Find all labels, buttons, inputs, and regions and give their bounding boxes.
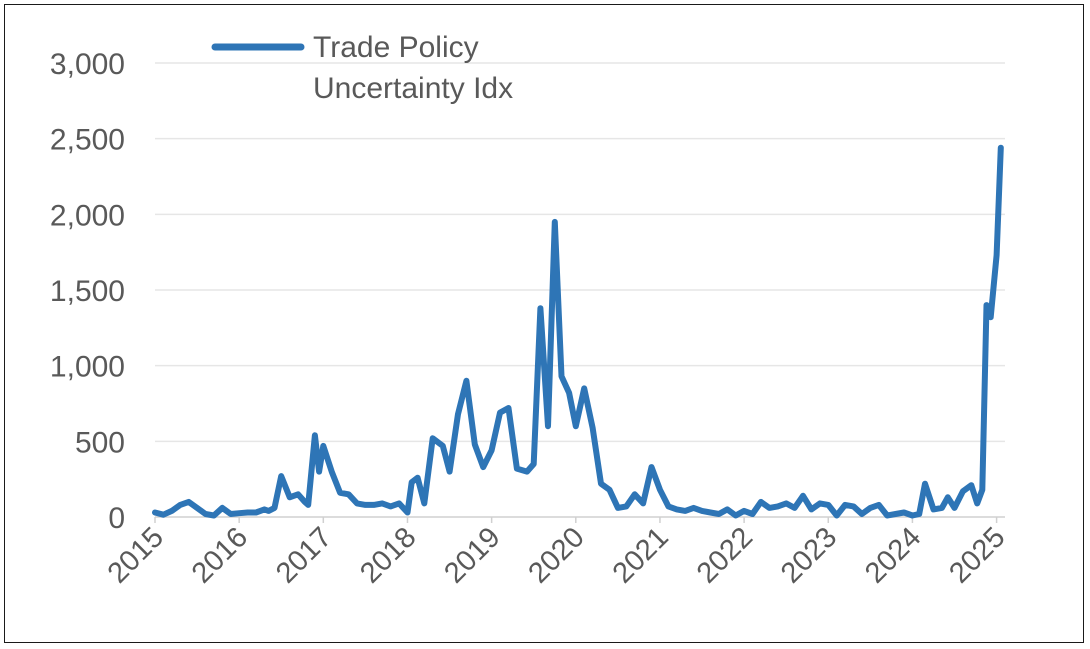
x-tick-label: 2023 — [775, 521, 843, 589]
y-tick-label: 1,000 — [50, 351, 125, 384]
x-axis — [154, 516, 1005, 523]
x-tick-label: 2017 — [270, 521, 338, 589]
y-tick-label: 2,000 — [50, 199, 125, 232]
legend-label: Trade Policy Uncertainty Idx — [313, 31, 513, 105]
line-chart: 0 500 1,000 1,500 2,000 2,500 3,000 2015 2016 20… — [50, 31, 1012, 590]
x-tick-label: 2016 — [186, 521, 254, 589]
series-line — [152, 144, 1004, 519]
y-tick-label: 500 — [75, 426, 125, 459]
y-tick-label: 3,000 — [50, 48, 125, 81]
chart-frame: 0 500 1,000 1,500 2,000 2,500 3,000 2015 2016 20… — [4, 4, 1084, 643]
y-tick-label: 1,500 — [50, 275, 125, 308]
y-tick-label: 2,500 — [50, 124, 125, 157]
x-tick-label: 2020 — [522, 521, 590, 589]
y-tick-label: 0 — [108, 502, 125, 535]
legend-label-line-2: Uncertainty Idx — [313, 72, 513, 105]
x-tick-label: 2022 — [691, 521, 759, 589]
legend: Trade Policy Uncertainty Idx — [211, 31, 513, 105]
x-tick-label: 2025 — [943, 521, 1011, 589]
gridlines — [155, 62, 1005, 443]
x-axis-tick-labels: 2015 2016 2017 2018 2019 2020 2021 2022 2023 2024… — [102, 521, 1012, 589]
x-tick-label: 2019 — [438, 521, 506, 589]
x-tick-label: 2021 — [607, 521, 675, 589]
x-tick-label: 2024 — [859, 521, 927, 589]
legend-label-line-1: Trade Policy — [313, 31, 479, 64]
y-axis-tick-labels: 0 500 1,000 1,500 2,000 2,500 3,000 — [50, 48, 125, 535]
series-lines — [152, 144, 1004, 519]
x-tick-label: 2018 — [354, 521, 422, 589]
